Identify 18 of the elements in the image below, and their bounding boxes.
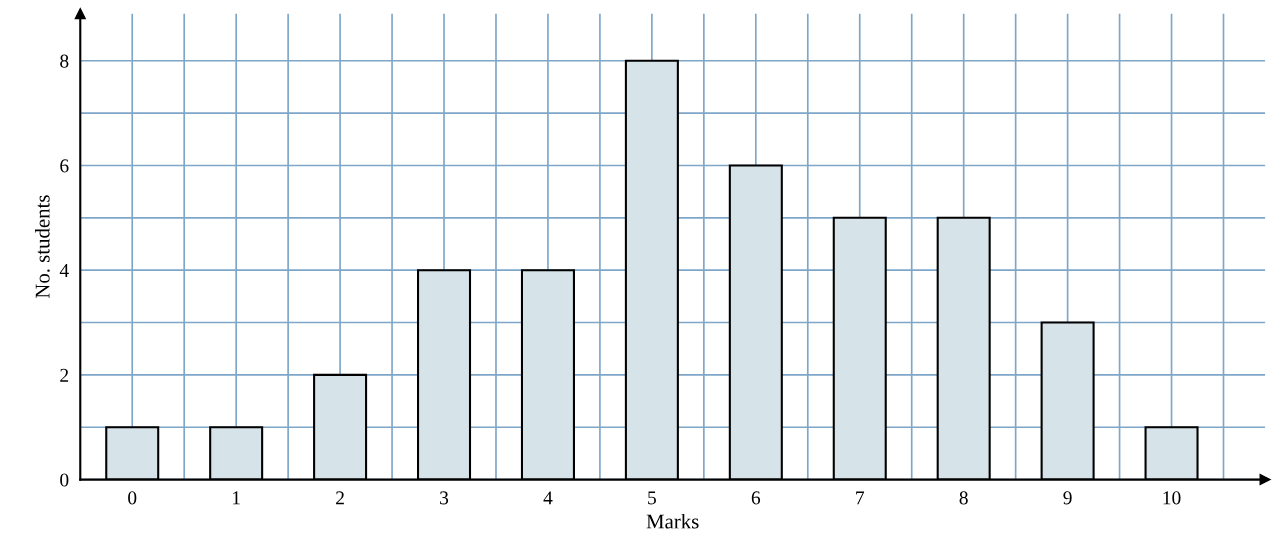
y-tick-label: 2 xyxy=(60,368,69,382)
y-tick-label: 4 xyxy=(59,264,69,277)
y-axis-title: No. students xyxy=(34,195,50,299)
x-tick-label: 2 xyxy=(336,491,344,505)
x-tick-label: 8 xyxy=(959,491,968,505)
x-tick-label: 7 xyxy=(856,491,865,505)
x-tick-label: 5 xyxy=(648,491,656,505)
x-tick-label: 0 xyxy=(128,491,137,505)
x-tick-label: 10 xyxy=(1163,491,1181,505)
x-tick-label: 6 xyxy=(751,491,761,505)
x-tick-label: 1 xyxy=(233,491,240,505)
y-tick-label: 8 xyxy=(60,54,69,68)
y-tick-label: 0 xyxy=(60,473,69,487)
x-axis-title: Marks xyxy=(646,513,699,529)
x-tick-label: 3 xyxy=(440,491,449,505)
y-tick-label: 6 xyxy=(60,159,69,173)
x-tick-label: 4 xyxy=(543,491,553,505)
x-tick-label: 9 xyxy=(1063,491,1072,505)
